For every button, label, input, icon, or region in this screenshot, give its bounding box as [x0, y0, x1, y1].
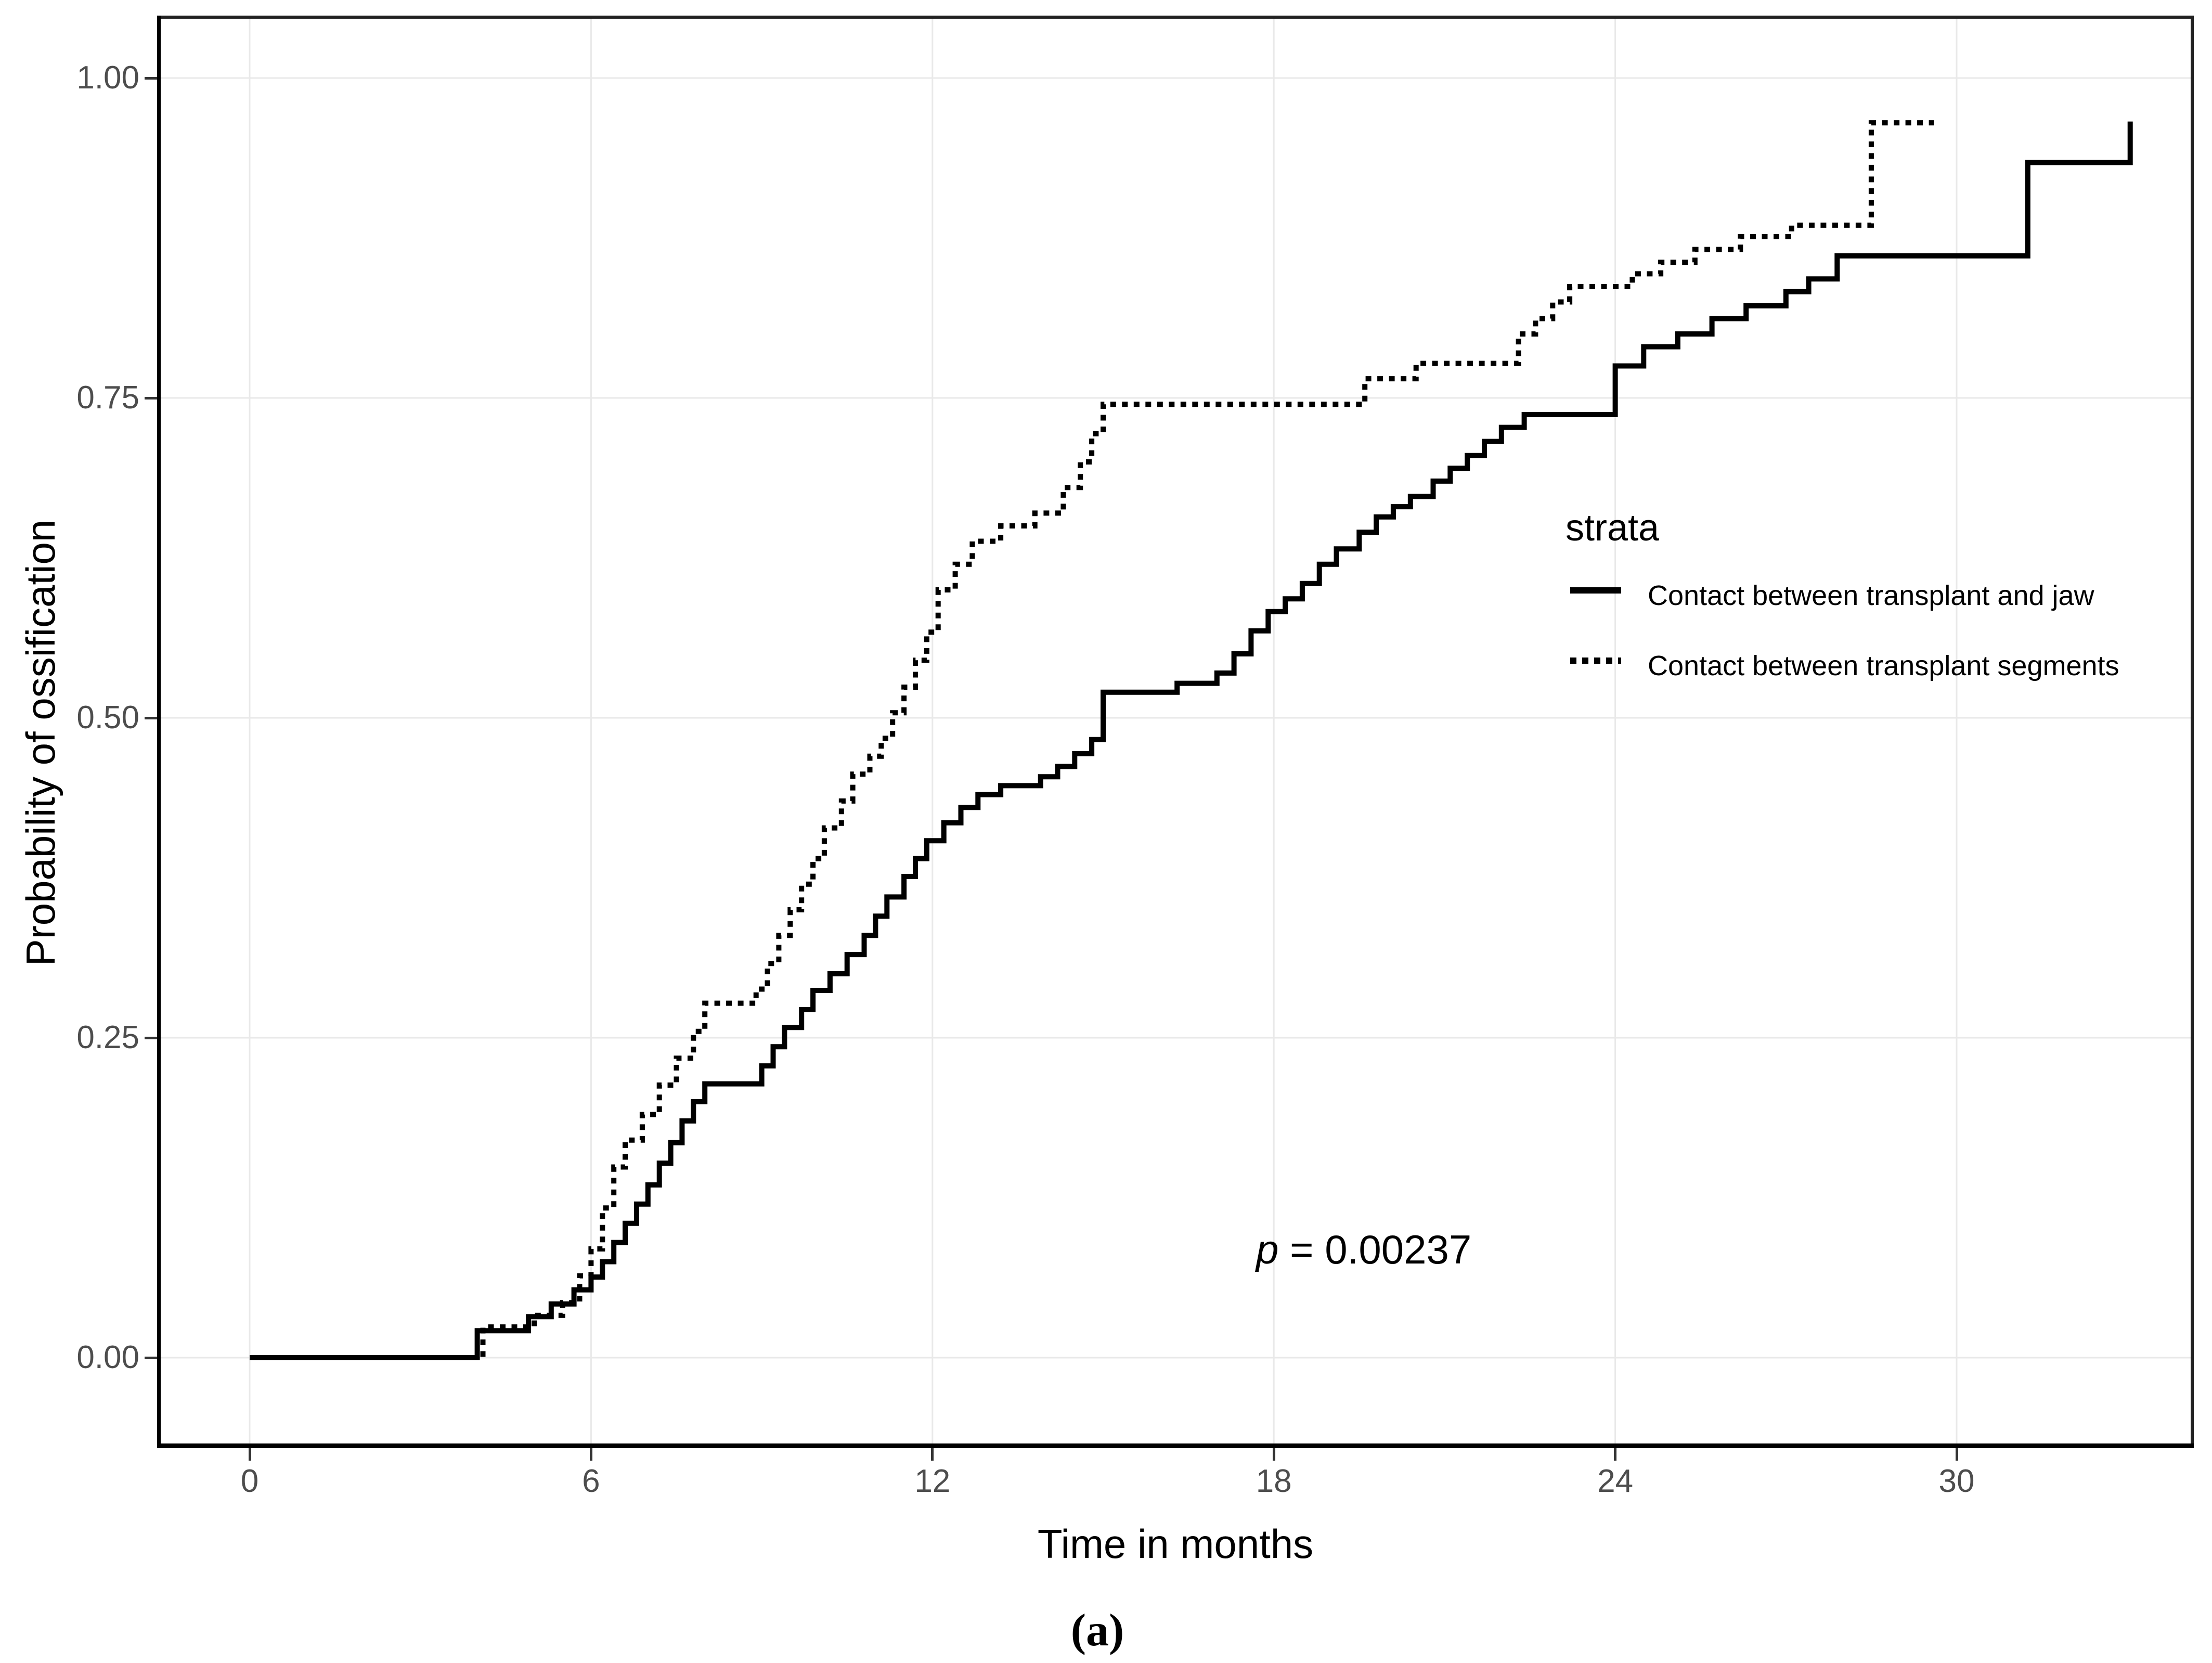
y-tick-label: 0.75 [76, 380, 139, 416]
x-tick-label: 12 [914, 1463, 951, 1499]
x-tick-label: 24 [1597, 1463, 1634, 1499]
kaplan-meier-chart [157, 16, 2194, 1448]
dotted-curve-contact-between-transplant-segments [250, 120, 1934, 1360]
y-tick-label: 0.00 [76, 1339, 139, 1375]
legend-label-contact-transplant-jaw: Contact between transplant and jaw [1648, 580, 2094, 611]
y-tick-mark [145, 1036, 157, 1039]
y-axis-title: Probability of ossification [18, 519, 63, 966]
x-tick-label: 6 [582, 1463, 600, 1499]
p-value-annotation: p = 0.00237 [1256, 1227, 1471, 1272]
x-tick-mark [589, 1448, 592, 1461]
legend-label-contact-transplant-segments: Contact between transplant segments [1648, 650, 2119, 681]
p-value-text: = 0.00237 [1278, 1227, 1472, 1272]
y-tick-label: 0.25 [76, 1020, 139, 1055]
y-tick-mark [145, 396, 157, 399]
plot-panel [157, 16, 2194, 1448]
y-tick-mark [145, 1356, 157, 1359]
x-tick-mark [931, 1448, 934, 1461]
x-tick-label: 18 [1256, 1463, 1292, 1499]
panel-border [157, 16, 2194, 1448]
y-tick-label: 0.50 [76, 700, 139, 736]
y-tick-mark [145, 76, 157, 80]
x-tick-mark [248, 1448, 251, 1461]
x-tick-mark [1955, 1448, 1958, 1461]
x-tick-label: 30 [1938, 1463, 1975, 1499]
y-tick-mark [145, 716, 157, 719]
legend-line-solid-icon [1570, 587, 1621, 594]
x-tick-label: 0 [240, 1463, 259, 1499]
legend-title: strata [1566, 507, 1660, 549]
p-value-variable: p [1256, 1227, 1279, 1272]
x-tick-mark [1614, 1448, 1617, 1461]
solid-curve-contact-between-transplant-and-jaw [250, 121, 2133, 1360]
figure-caption-label: (a) [1070, 1605, 1124, 1656]
legend-line-dotted-icon [1570, 658, 1621, 664]
y-tick-label: 1.00 [76, 60, 139, 96]
x-axis-title: Time in months [1037, 1521, 1314, 1567]
x-tick-mark [1272, 1448, 1275, 1461]
